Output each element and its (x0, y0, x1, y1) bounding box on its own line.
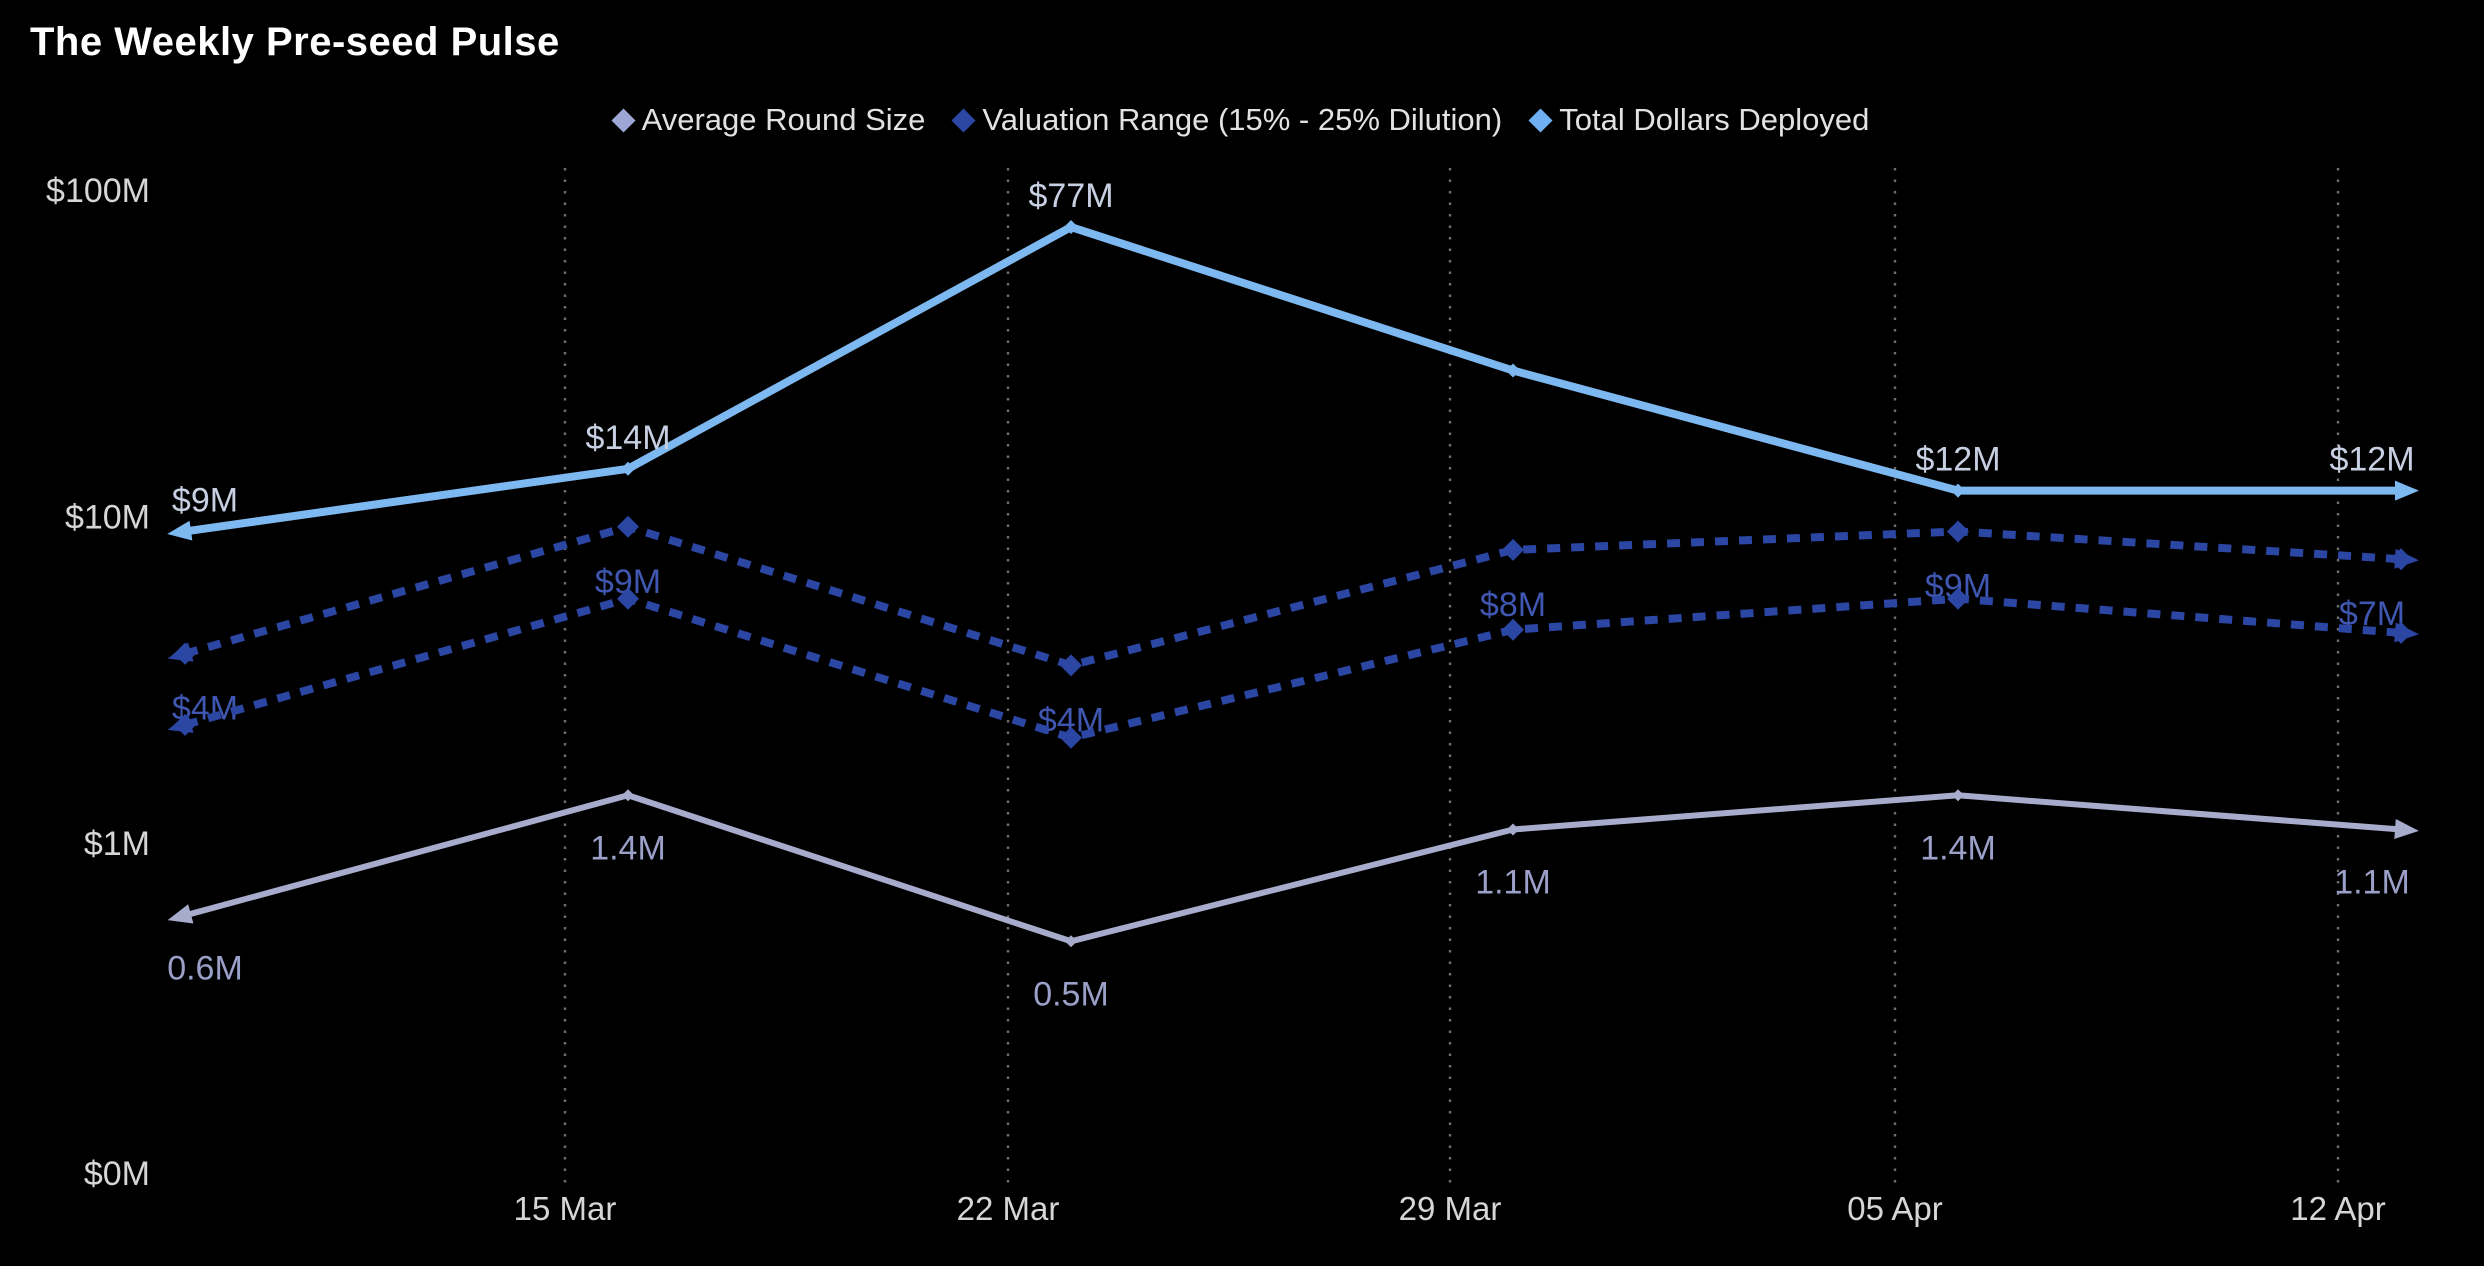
data-point-label: $9M (172, 481, 238, 519)
data-point-diamond-icon (1060, 654, 1082, 677)
data-point-label: 1.1M (1475, 863, 1551, 901)
x-axis-tick-label: 12 Apr (2290, 1190, 2385, 1227)
data-point-diamond-icon (2390, 621, 2412, 644)
y-axis-tick-label: $1M (84, 825, 150, 863)
data-point-diamond-icon (1947, 520, 1969, 543)
y-axis-tick-label: $10M (65, 499, 150, 537)
data-point-diamond-icon (2394, 483, 2408, 498)
series-line-1 (183, 594, 2402, 742)
x-axis-tick-label: 15 Mar (514, 1190, 617, 1227)
legend-diamond-icon (611, 107, 636, 133)
data-point-diamond-icon (622, 789, 634, 802)
data-point-diamond-icon (1502, 618, 1524, 641)
data-point-diamond-icon (1952, 789, 1964, 802)
x-axis-tick-label: 05 Apr (1847, 1190, 1942, 1227)
data-point-diamond-icon (617, 515, 639, 538)
data-point-label: 0.6M (167, 949, 243, 987)
data-point-diamond-icon (1502, 538, 1524, 561)
series-line-2 (184, 792, 2402, 945)
data-point-diamond-icon (1506, 363, 1520, 378)
data-point-diamond-icon (1947, 587, 1969, 610)
data-point-diamond-icon (1951, 483, 1965, 498)
legend-item-2[interactable]: Total Dollars Deployed (1528, 102, 1870, 138)
data-point-diamond-icon (617, 587, 639, 610)
data-point-label: 1.1M (2334, 863, 2410, 901)
data-point-diamond-icon (174, 642, 196, 665)
data-point-diamond-icon (179, 909, 191, 922)
legend-item-label: Total Dollars Deployed (1559, 102, 1870, 137)
data-point-diamond-icon (178, 524, 192, 539)
data-point-label: $77M (1028, 177, 1113, 215)
data-point-diamond-icon (174, 713, 196, 736)
data-point-label: $8M (1480, 586, 1546, 624)
data-point-diamond-icon (1064, 220, 1078, 235)
legend-diamond-icon (1528, 107, 1553, 133)
y-axis-tick-label: $0M (84, 1155, 150, 1193)
data-point-label: $12M (1915, 441, 2000, 479)
series-line-3 (184, 223, 2401, 536)
legend-item-1[interactable]: Valuation Range (15% - 25% Dilution) (951, 102, 1503, 138)
data-point-diamond-icon (1507, 823, 1519, 836)
legend: Average Round Size Valuation Range (15% -… (0, 102, 2484, 138)
line-start-arrow-icon (167, 904, 194, 924)
legend-diamond-icon (951, 107, 976, 133)
data-point-diamond-icon (1065, 935, 1077, 948)
data-point-label: $12M (2329, 441, 2414, 479)
chart-title: The Weekly Pre-seed Pulse (30, 20, 560, 64)
data-point-diamond-icon (2395, 823, 2407, 836)
data-point-diamond-icon (2390, 548, 2412, 571)
legend-item-0[interactable]: Average Round Size (611, 102, 926, 138)
data-point-diamond-icon (1060, 726, 1082, 749)
legend-item-label: Average Round Size (641, 102, 926, 137)
y-axis-tick-label: $100M (46, 172, 150, 210)
data-point-label: 0.5M (1033, 975, 1109, 1013)
series-line-0 (183, 522, 2402, 670)
data-point-label: 1.4M (1920, 829, 1996, 867)
data-point-diamond-icon (621, 461, 635, 476)
x-axis-tick-label: 22 Mar (957, 1190, 1060, 1227)
legend-item-label: Valuation Range (15% - 25% Dilution) (982, 102, 1503, 137)
data-point-label: $14M (585, 419, 670, 457)
data-point-label: 1.4M (590, 829, 666, 867)
x-axis-tick-label: 29 Mar (1399, 1190, 1502, 1227)
